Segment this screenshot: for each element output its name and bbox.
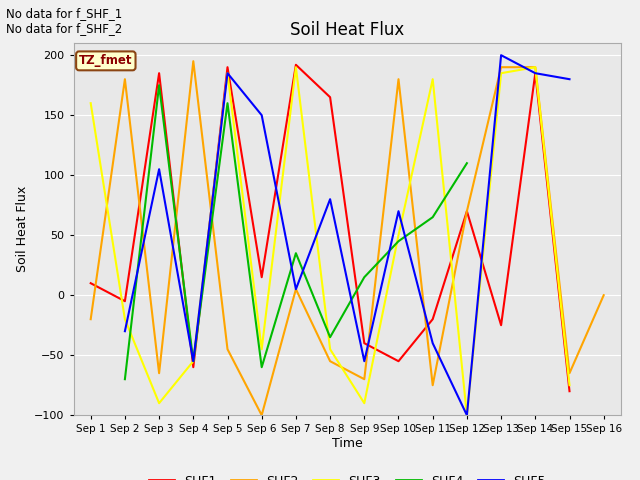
Y-axis label: Soil Heat Flux: Soil Heat Flux [15, 186, 29, 272]
Text: TZ_fmet: TZ_fmet [79, 54, 132, 67]
X-axis label: Time: Time [332, 437, 363, 450]
Text: No data for f_SHF_2: No data for f_SHF_2 [6, 22, 123, 35]
Legend: SHF1, SHF2, SHF3, SHF4, SHF5: SHF1, SHF2, SHF3, SHF4, SHF5 [144, 470, 550, 480]
Text: No data for f_SHF_1: No data for f_SHF_1 [6, 7, 123, 20]
Title: Soil Heat Flux: Soil Heat Flux [290, 21, 404, 39]
